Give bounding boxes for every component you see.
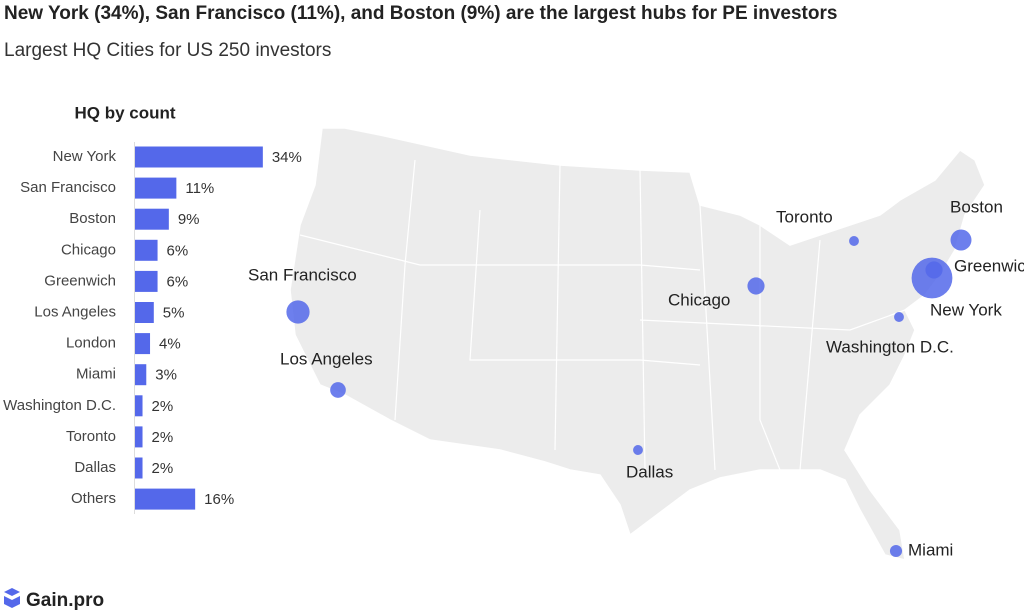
bar [135,208,169,230]
bar [135,364,147,386]
title: New York (34%), San Francisco (11%), and… [4,3,837,24]
category-label: Dallas [74,459,116,476]
city-label: Toronto [776,207,833,226]
value-label: 2% [152,398,174,415]
bar [135,395,143,417]
value-label: 9% [178,211,200,228]
value-label: 2% [152,460,174,477]
city-label: Los Angeles [280,349,373,368]
city-bubble [894,312,904,322]
bar [135,333,151,355]
value-label: 5% [163,304,185,321]
value-label: 16% [204,491,234,508]
subtitle: Largest HQ Cities for US 250 investors [4,40,331,61]
category-label: Boston [69,210,116,227]
category-label: Washington D.C. [3,397,116,414]
category-label: Toronto [66,428,116,445]
category-label: Los Angeles [34,303,116,320]
city-bubble [925,261,943,279]
city-bubble [286,300,310,324]
bar-title: HQ by count [74,103,175,122]
city-label: Greenwich [954,256,1024,275]
bar [135,488,196,510]
city-label: Miami [908,540,953,559]
value-label: 3% [155,367,177,384]
logo-icon [4,588,20,608]
category-label: Miami [76,366,116,383]
city-bubble [849,236,859,246]
city-label: Washington D.C. [826,337,954,356]
bar [135,146,263,168]
city-label: New York [930,300,1002,319]
city-bubble [950,229,972,251]
city-label: Chicago [668,290,730,309]
city-bubble [747,277,765,295]
category-label: San Francisco [20,179,116,196]
city-bubble [889,544,903,558]
city-label: Boston [950,197,1003,216]
value-label: 6% [167,242,189,259]
value-label: 11% [185,180,214,197]
bar [135,177,177,199]
category-label: Greenwich [44,272,116,289]
value-label: 4% [159,336,181,353]
us-map [289,127,986,562]
category-label: London [66,335,116,352]
bar [135,270,158,292]
bar [135,457,143,479]
logo-text: Gain.pro [26,590,104,611]
bar [135,239,158,261]
city-label: San Francisco [248,265,357,284]
city-bubble [633,445,643,455]
category-label: Others [71,490,116,507]
city-label: Dallas [626,462,673,481]
bar [135,426,143,448]
value-label: 2% [152,429,174,446]
category-label: Chicago [61,241,116,258]
logo: Gain.pro [4,588,104,611]
bar [135,302,154,323]
city-bubble [330,382,346,398]
value-label: 34% [272,149,302,166]
value-label: 6% [167,273,189,290]
category-label: New York [53,148,117,165]
state-lines [299,159,906,471]
